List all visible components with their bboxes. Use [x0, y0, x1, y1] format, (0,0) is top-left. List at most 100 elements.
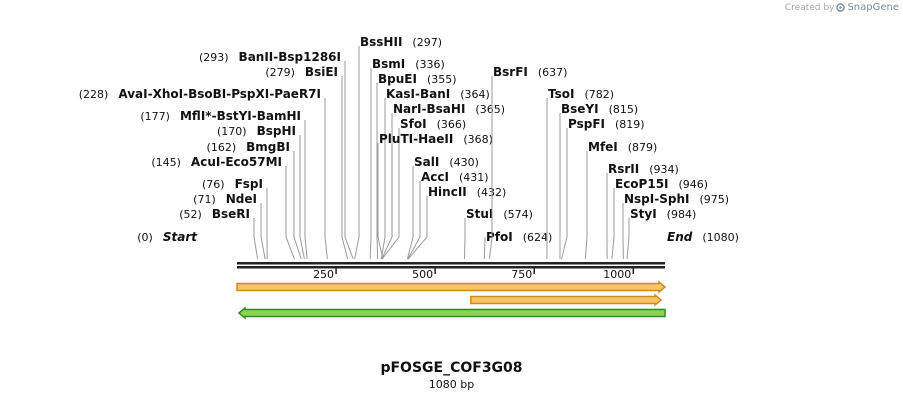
enzyme-name[interactable]: BamHI: [257, 109, 301, 123]
site-position: (52): [179, 208, 202, 221]
enzyme-name[interactable]: XhoI: [153, 87, 184, 101]
enzyme-name[interactable]: MflI: [180, 109, 205, 123]
enzyme-name[interactable]: TsoI: [548, 87, 574, 101]
feature-arrow[interactable]: [237, 306, 666, 320]
site-leader-line: [285, 166, 295, 260]
site-position: (279): [265, 66, 295, 79]
site-leader-line: [463, 218, 466, 260]
enzyme-name[interactable]: BsrFI: [493, 65, 528, 79]
site-position: (0): [137, 231, 153, 244]
site-position: (293): [199, 51, 229, 64]
enzyme-name[interactable]: BsmI: [372, 57, 405, 71]
site-position: (637): [538, 66, 568, 79]
enzyme-name[interactable]: PfoI: [486, 230, 513, 244]
site-leader-line: [488, 76, 493, 260]
ruler-tick-label: 1000: [603, 268, 631, 281]
enzyme-name[interactable]: BanII: [239, 50, 274, 64]
site-leader-line: [380, 98, 386, 260]
backbone-top-strand: [237, 262, 665, 265]
feature-arrow[interactable]: [236, 280, 667, 294]
star-marker[interactable]: *: [205, 109, 212, 123]
enzyme-name[interactable]: NdeI: [226, 192, 257, 206]
enzyme-name[interactable]: PspXI: [231, 87, 269, 101]
site-leader-line: [376, 83, 379, 260]
site-position: (819): [615, 118, 645, 131]
site-position: (71): [193, 193, 216, 206]
site-leader-line: [354, 46, 360, 260]
credit-prefix: Created by: [784, 2, 835, 13]
name-separator: -: [183, 87, 188, 101]
enzyme-name[interactable]: Bsp1286I: [278, 50, 341, 64]
enzyme-name[interactable]: StuI: [466, 207, 493, 221]
name-separator: -: [273, 50, 278, 64]
site-leader-line: [293, 151, 302, 260]
enzyme-name[interactable]: EcoP15I: [615, 177, 669, 191]
snapgene-credit: Created by SnapGene: [785, 2, 899, 13]
ruler-tick-label: 750: [511, 268, 532, 281]
site-leader-line: [369, 68, 372, 260]
feature-arrow[interactable]: [470, 293, 663, 307]
enzyme-name[interactable]: SfoI: [400, 117, 427, 131]
site-leader-line: [299, 135, 305, 260]
site-position: (431): [459, 171, 489, 184]
enzyme-name[interactable]: AccI: [421, 170, 449, 184]
site-position: (145): [151, 156, 181, 169]
enzyme-name[interactable]: KasI: [386, 87, 415, 101]
site-position: (365): [475, 103, 505, 116]
site-position: (574): [503, 208, 533, 221]
enzyme-name[interactable]: RsrII: [608, 162, 639, 176]
enzyme-name[interactable]: SalI: [414, 155, 439, 169]
site-position: (934): [649, 163, 679, 176]
site-leader-line: [324, 98, 328, 260]
enzyme-name[interactable]: HincII: [428, 185, 467, 199]
enzyme-name[interactable]: PluTI: [379, 132, 413, 146]
enzyme-name[interactable]: StyI: [630, 207, 657, 221]
site-leader-line: [407, 181, 421, 260]
enzyme-name[interactable]: BseYI: [561, 102, 599, 116]
enzyme-name[interactable]: PaeR7I: [274, 87, 321, 101]
enzyme-name[interactable]: PspFI: [568, 117, 605, 131]
enzyme-name[interactable]: BanI: [420, 87, 450, 101]
name-separator: -: [269, 87, 274, 101]
enzyme-name[interactable]: MfeI: [588, 140, 618, 154]
name-separator: -: [654, 192, 659, 206]
site-leader-line: [381, 113, 393, 260]
site-leader-line: [253, 218, 259, 260]
enzyme-name[interactable]: FspI: [235, 177, 263, 191]
site-position: (228): [79, 88, 109, 101]
site-leader-line: [611, 188, 615, 260]
site-position: (366): [437, 118, 467, 131]
name-separator: -: [226, 87, 231, 101]
enzyme-name[interactable]: BsiEI: [305, 65, 338, 79]
site-leader-line: [483, 236, 486, 260]
enzyme-name[interactable]: BstYI: [217, 109, 252, 123]
site-position: (815): [609, 103, 639, 116]
enzyme-name[interactable]: AcuI: [191, 155, 220, 169]
backbone-bottom-strand: [237, 266, 665, 269]
site-position: (170): [217, 125, 247, 138]
enzyme-name[interactable]: BpuEI: [378, 72, 417, 86]
enzyme-name[interactable]: BseRI: [212, 207, 250, 221]
site-position: (975): [699, 193, 729, 206]
enzyme-name[interactable]: BsoBI: [188, 87, 226, 101]
enzyme-name[interactable]: BssHII: [360, 35, 402, 49]
enzyme-name[interactable]: BmgBI: [246, 140, 290, 154]
enzyme-name[interactable]: HaeII: [418, 132, 453, 146]
site-position: (879): [628, 141, 658, 154]
plasmid-name: pFOSGE_COF3G08: [380, 360, 523, 376]
site-position: (368): [463, 133, 493, 146]
site-position: (355): [427, 73, 457, 86]
site-position: (1080): [702, 231, 739, 244]
site-leader-line: [406, 166, 414, 260]
enzyme-name[interactable]: BsaHI: [427, 102, 466, 116]
enzyme-name[interactable]: Eco57MI: [225, 155, 282, 169]
enzyme-name[interactable]: BspHI: [257, 124, 296, 138]
enzyme-name[interactable]: NarI: [393, 102, 422, 116]
site-position: (984): [667, 208, 697, 221]
enzyme-name[interactable]: SphI: [659, 192, 689, 206]
enzyme-name[interactable]: NspI: [624, 192, 654, 206]
enzyme-name[interactable]: AvaI: [118, 87, 147, 101]
plasmid-length: 1080 bp: [428, 378, 475, 391]
site-leader-line: [407, 196, 428, 260]
